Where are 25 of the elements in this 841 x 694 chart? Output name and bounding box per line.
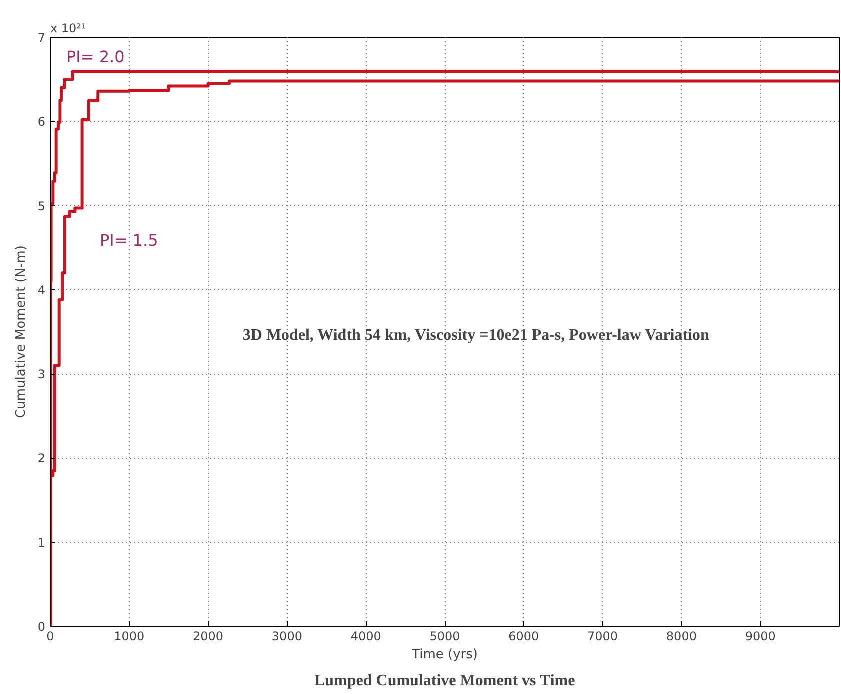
x-tick-label: 5000: [430, 630, 460, 644]
y-tick-label: 0: [38, 620, 46, 634]
x-tick-label: 2000: [193, 630, 224, 644]
series-label: PI= 2.0: [66, 48, 125, 66]
x-tick-label: 0: [46, 630, 54, 644]
y-tick-label: 3: [38, 368, 46, 382]
y-tick-label: 6: [38, 115, 46, 130]
series-label: PI= 1.5: [100, 231, 158, 250]
x-axis-title: Time (yrs): [411, 648, 478, 662]
x-tick-label: 8000: [666, 630, 697, 644]
x-tick-label: 4000: [350, 630, 382, 644]
y-tick-label: 5: [38, 199, 46, 214]
y-tick-label: 7: [38, 31, 46, 45]
y-tick-label: 4: [38, 283, 46, 298]
y-tick-label: 2: [38, 452, 46, 466]
x-tick-label: 6000: [508, 630, 540, 644]
x-tick-label: 7000: [588, 630, 618, 644]
x-tick-label: 3000: [272, 630, 302, 644]
annotation: 3D Model, Width 54 km, Viscosity =10e21 Pa-s, Power-law Variation: [242, 326, 710, 344]
x-tick-label: 1000: [114, 630, 145, 644]
x-tick-label: 9000: [745, 630, 776, 644]
text: Lumped Cumulative Moment vs Time: [314, 672, 576, 690]
y-tick-label: 1: [38, 536, 46, 550]
y-axis-title: Cumulative Moment (N-m): [14, 246, 29, 418]
text: x 10²¹: [50, 22, 86, 36]
